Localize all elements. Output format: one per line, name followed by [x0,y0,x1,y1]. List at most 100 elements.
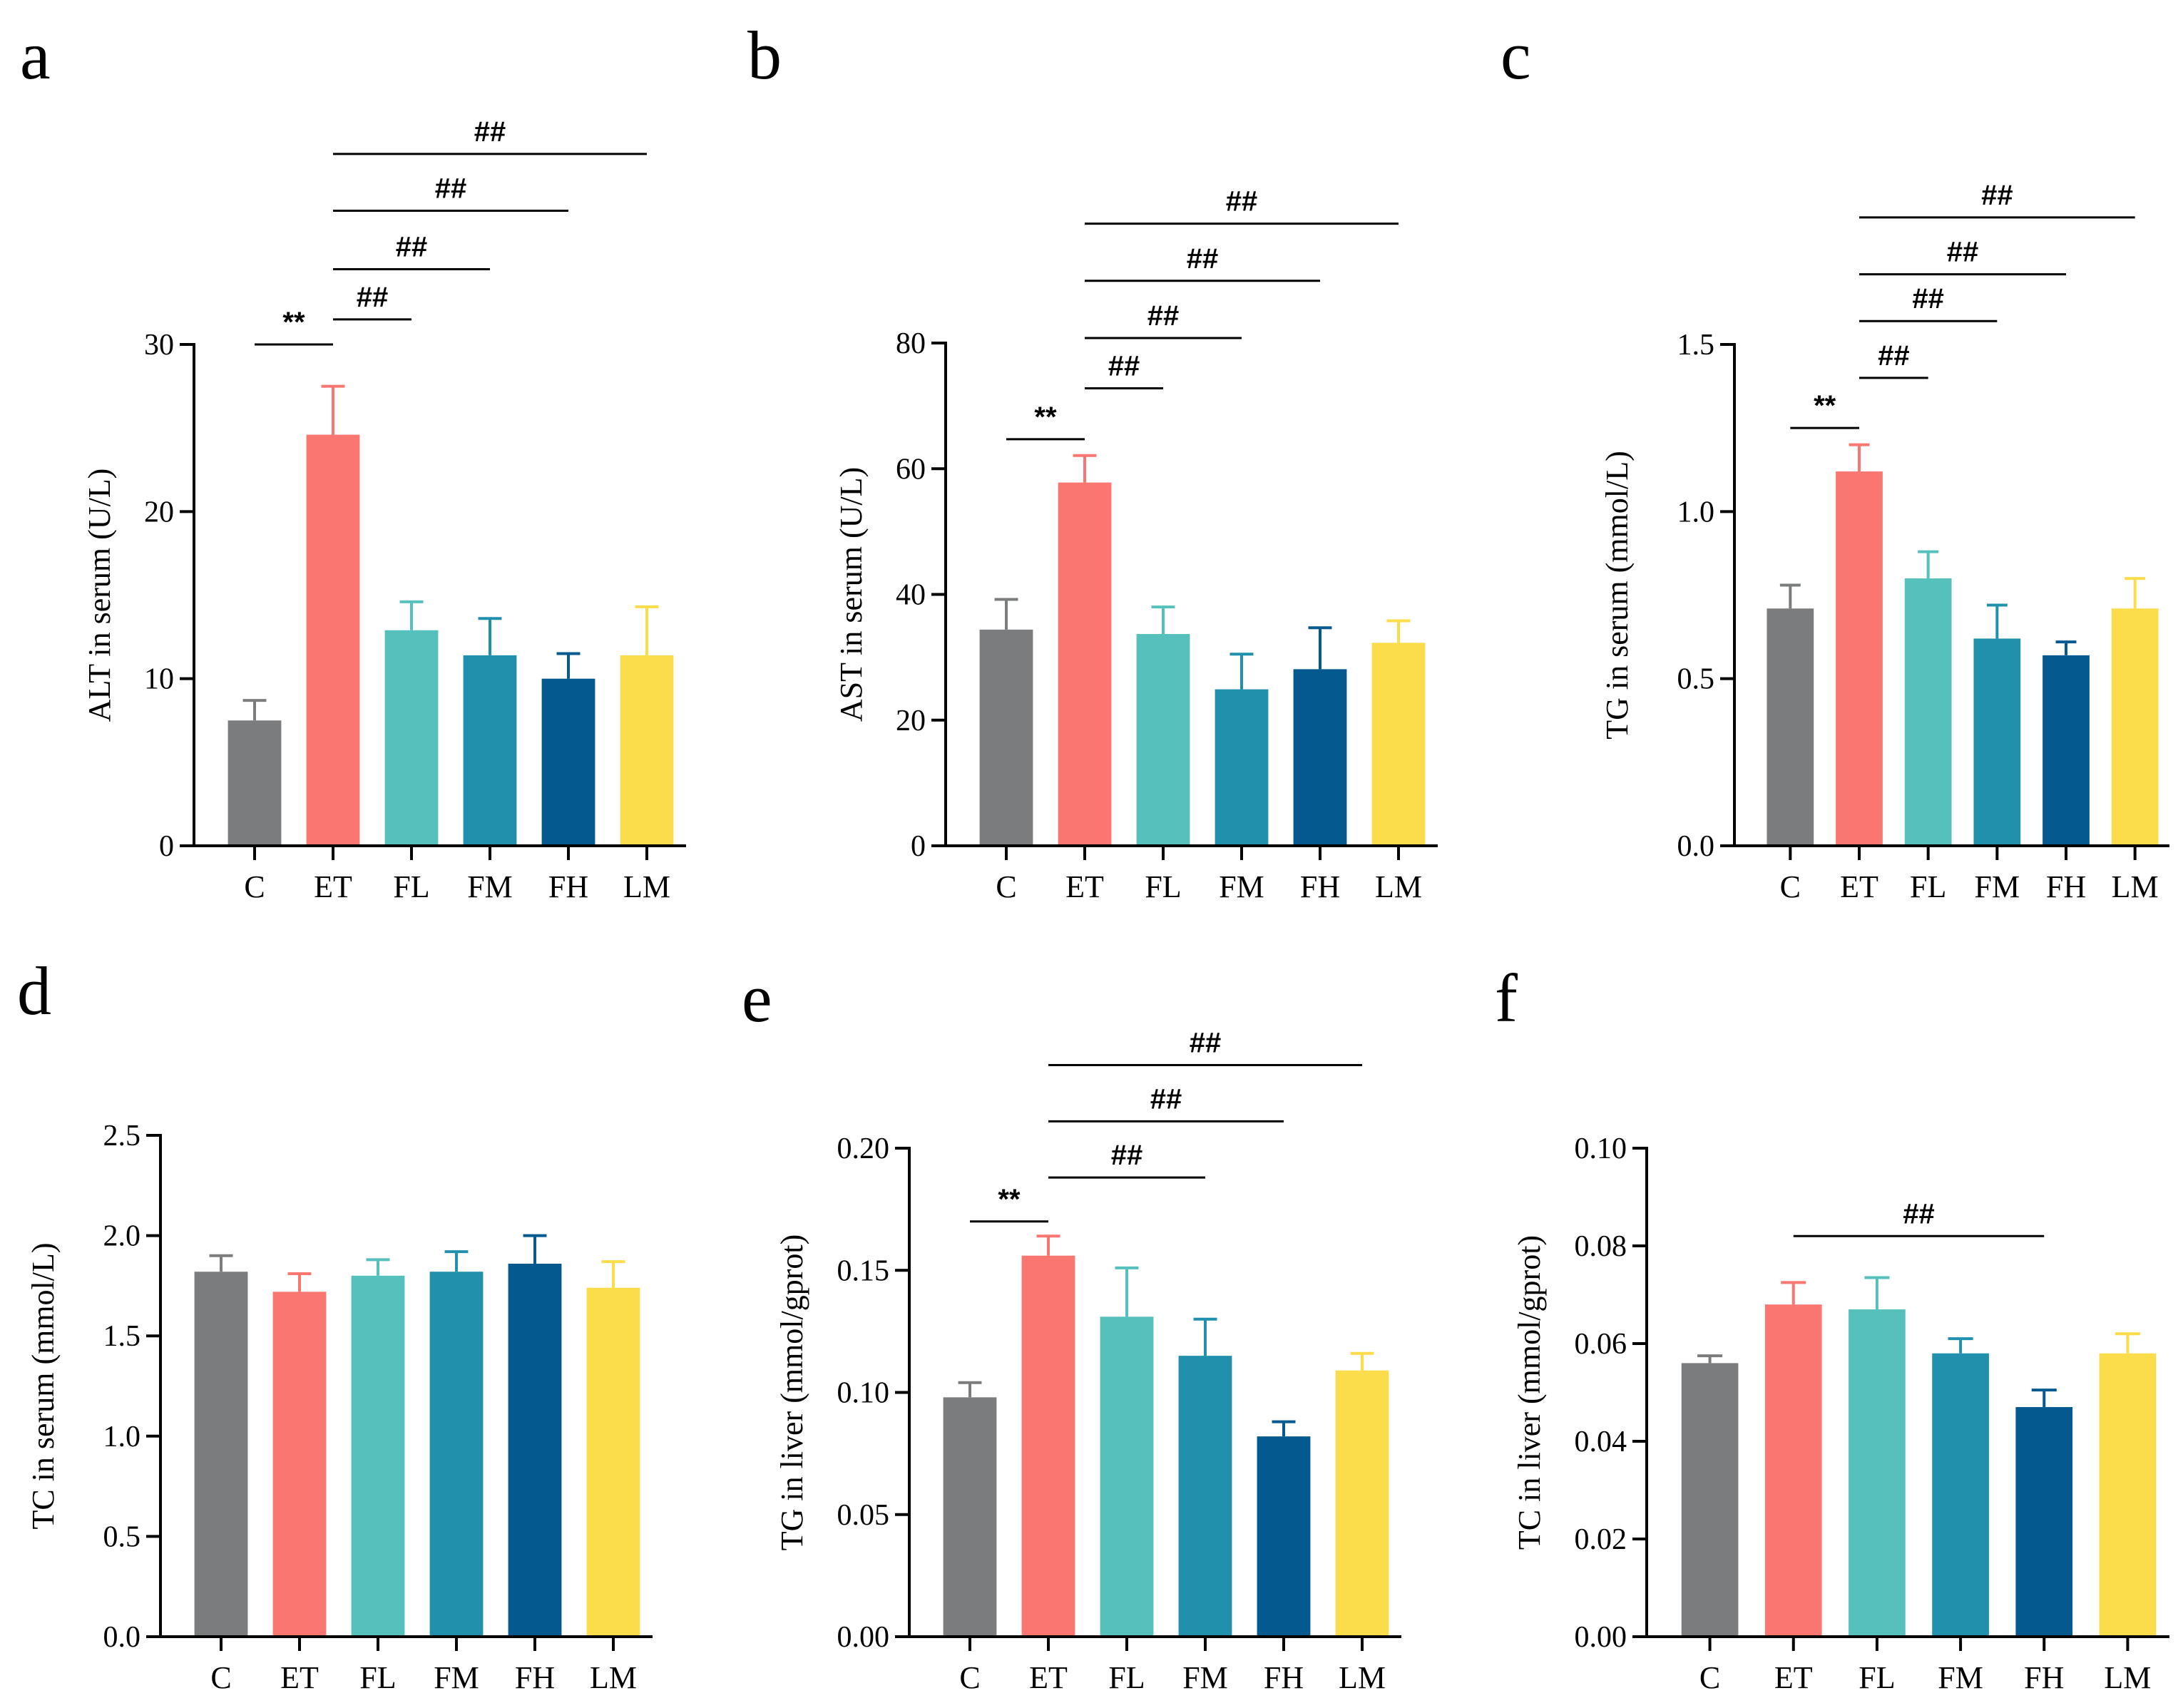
y-tick-label: 30 [144,329,174,362]
y-tick-label: 0 [911,830,926,863]
x-tick-label: FL [393,869,429,904]
y-tick-label: 20 [144,496,174,528]
error-bar-c [994,598,1018,630]
significance-label: ## [1878,340,1910,372]
panel-d: d TC in serum (mmol/L) 0.0 0.5 1.0 1.5 2.0 2.5 C… [17,953,653,1695]
error-bar-fm [1193,1317,1217,1356]
bar-c [1767,608,1814,846]
significance-label: ## [1187,243,1219,275]
y-axis-title: TC in serum (mmol/L) [26,1242,61,1529]
error-bar-fm [444,1250,469,1272]
panel-b: b AST in serum (U/L) 0 20 40 60 80 C ET FL FM FH LM *… [747,17,1438,904]
error-bar-fl [1151,605,1175,635]
x-tick-label: FL [1910,869,1946,904]
bar-fm [1178,1356,1232,1637]
x-tick-label: FH [1300,869,1340,904]
y-tick-label: 0.08 [1575,1230,1627,1263]
significance-label: ## [1190,1028,1222,1059]
bar-fl [384,630,439,846]
error-bar-et [1073,454,1097,483]
y-tick-label: 0.00 [837,1621,890,1654]
y-tick-label: 2.0 [103,1220,141,1253]
bar-lm [1335,1370,1389,1637]
significance-label: ** [1034,402,1057,433]
y-tick-label: 0.06 [1575,1328,1627,1361]
bar-et [1021,1255,1075,1637]
panel-letter: d [17,953,51,1029]
y-tick-label: 0.20 [837,1132,890,1165]
y-tick-label: 0.15 [837,1254,890,1287]
x-tick-label: FM [1182,1660,1228,1695]
bar-et [1764,1304,1822,1637]
x-tick-label: LM [1339,1660,1386,1695]
error-bar-lm [635,605,659,655]
error-bar-c [209,1254,233,1272]
significance-label: ## [1226,186,1258,218]
error-bar-et [1781,1281,1806,1305]
error-bar-fm [478,617,502,655]
x-tick-label: FM [1219,869,1264,904]
significance-label: ## [474,116,506,148]
error-bar-c [1697,1354,1723,1364]
significance-label: ** [282,307,305,338]
y-tick-label: 1.5 [1677,329,1715,362]
error-bar-et [1849,443,1870,472]
x-tick-label: FL [359,1660,396,1695]
x-tick-label: FL [1145,869,1181,904]
bar-fh [1293,669,1347,846]
bar-lm [620,655,674,846]
x-tick-label: C [959,1660,980,1695]
bar-lm [2111,608,2159,846]
x-tick-label: ET [1065,869,1104,904]
y-tick-label: 60 [896,453,926,486]
x-tick-label: ET [1840,869,1878,904]
error-bar-lm [601,1260,625,1288]
x-tick-label: FM [467,869,513,904]
y-tick-label: 1.5 [103,1320,141,1353]
significance-label: ## [1108,350,1140,382]
y-axis-title: AST in serum (U/L) [834,467,869,722]
error-bar-c [242,699,267,721]
x-tick-label: FH [515,1660,555,1695]
y-tick-label: 0.0 [103,1621,141,1654]
bar-et [1058,482,1112,846]
error-bar-et [287,1272,312,1292]
panel-letter: e [742,960,772,1036]
bar-fm [1215,689,1269,846]
y-tick-label: 1.0 [1677,496,1715,528]
bar-fm [1973,638,2021,846]
y-tick-label: 0.0 [1677,830,1715,863]
y-tick-label: 0.05 [837,1499,890,1532]
bar-fh [2043,655,2090,846]
significance-label: ## [1150,1083,1182,1115]
error-bar-et [321,384,345,435]
error-bar-fh [1308,626,1332,670]
x-tick-label: ET [1029,1660,1068,1695]
y-axis-title: TC in liver (mmol/gprot) [1512,1235,1547,1550]
bar-fh [1257,1436,1311,1637]
y-axis-title: TG in serum (mmol/L) [1600,451,1635,740]
y-tick-label: 80 [896,327,926,360]
bar-fl [1904,578,1952,846]
bar-fh [508,1263,562,1637]
error-bar-fl [1864,1276,1890,1310]
x-tick-label: FH [2046,869,2086,904]
bar-lm [2099,1353,2157,1637]
error-bar-fm [1948,1337,1973,1354]
y-tick-label: 0.5 [1677,663,1715,696]
y-tick-label: 0.5 [103,1520,141,1553]
bar-et [272,1292,327,1637]
x-tick-label: FH [548,869,588,904]
error-bar-fm [1986,603,2008,639]
significance-label: ## [1111,1140,1143,1171]
error-bar-fl [1115,1266,1139,1317]
significance-label: ## [1947,237,1979,268]
significance-label: ## [435,173,467,205]
y-tick-label: 1.0 [103,1421,141,1453]
x-tick-label: ET [314,869,352,904]
error-bar-fm [1229,653,1254,690]
error-bar-lm [1386,619,1411,643]
x-tick-label: LM [2104,1660,2151,1695]
bar-et [1836,471,1883,846]
